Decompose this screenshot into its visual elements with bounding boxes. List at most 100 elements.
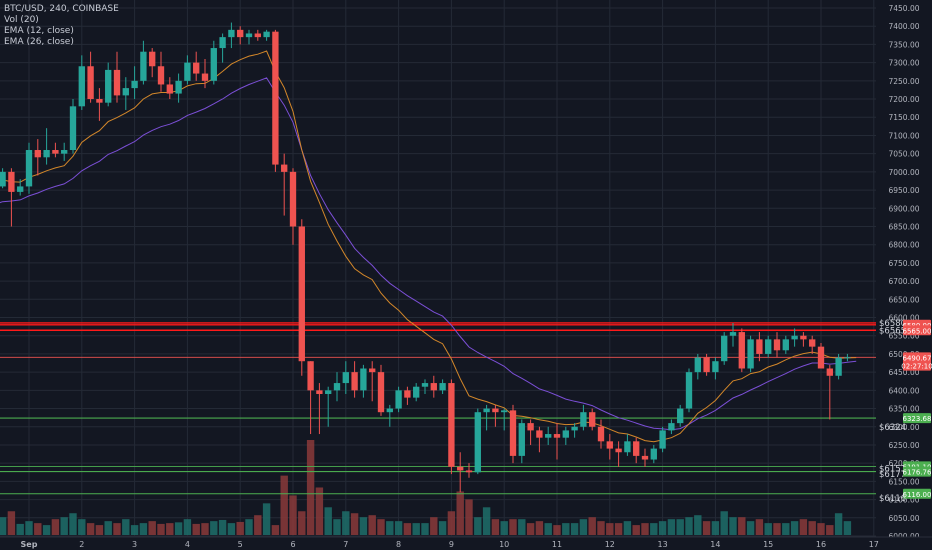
candle[interactable] xyxy=(703,353,710,376)
candle[interactable] xyxy=(17,179,24,196)
candle[interactable] xyxy=(430,375,437,398)
candle[interactable] xyxy=(677,404,684,427)
candle[interactable] xyxy=(413,383,420,402)
candle[interactable] xyxy=(545,426,552,445)
time-axis[interactable]: 31Sep234567891011121314151617 xyxy=(0,536,932,550)
candle[interactable] xyxy=(633,437,640,464)
candle[interactable] xyxy=(659,426,666,453)
candle[interactable] xyxy=(333,372,341,402)
candle[interactable] xyxy=(281,153,288,216)
candle[interactable] xyxy=(272,29,279,172)
candle[interactable] xyxy=(69,99,77,154)
candle[interactable] xyxy=(113,51,121,103)
candle[interactable] xyxy=(316,383,323,435)
candle[interactable] xyxy=(404,386,411,405)
candle[interactable] xyxy=(325,386,332,427)
candle[interactable] xyxy=(342,361,349,394)
candle[interactable] xyxy=(386,404,393,427)
candle[interactable] xyxy=(624,434,631,456)
candle[interactable] xyxy=(465,463,473,478)
candle[interactable] xyxy=(835,353,842,380)
candle[interactable] xyxy=(263,29,270,41)
candle[interactable] xyxy=(122,77,129,110)
candle[interactable] xyxy=(712,357,719,380)
candle[interactable] xyxy=(298,219,305,376)
candle[interactable] xyxy=(580,404,587,431)
candle[interactable] xyxy=(562,426,569,445)
candle[interactable] xyxy=(756,332,763,362)
candle[interactable] xyxy=(140,40,147,85)
candle[interactable] xyxy=(78,55,85,110)
candle[interactable] xyxy=(553,423,561,460)
candle[interactable] xyxy=(201,58,209,89)
candle[interactable] xyxy=(474,408,481,475)
candle[interactable] xyxy=(157,51,165,92)
candle[interactable] xyxy=(8,168,15,227)
candle[interactable] xyxy=(817,343,825,369)
candle[interactable] xyxy=(254,29,261,41)
candle[interactable] xyxy=(483,404,490,431)
candle[interactable] xyxy=(307,361,314,435)
candle[interactable] xyxy=(747,335,754,373)
candle[interactable] xyxy=(668,419,675,435)
legend-ema-slow[interactable]: EMA (26, close) xyxy=(4,37,74,47)
candle[interactable] xyxy=(166,77,173,100)
candle[interactable] xyxy=(641,448,649,467)
candle[interactable] xyxy=(800,332,807,347)
candle[interactable] xyxy=(237,26,244,45)
candle[interactable] xyxy=(606,434,613,460)
candle[interactable] xyxy=(765,335,772,358)
candle[interactable] xyxy=(0,168,6,189)
candle[interactable] xyxy=(509,404,517,464)
candle[interactable] xyxy=(826,364,833,420)
candle[interactable] xyxy=(149,48,156,78)
candle[interactable] xyxy=(439,379,446,394)
candle[interactable] xyxy=(615,441,622,467)
candle[interactable] xyxy=(289,168,297,245)
candle[interactable] xyxy=(492,404,499,427)
candle[interactable] xyxy=(694,353,701,380)
candle[interactable] xyxy=(360,364,367,398)
candle[interactable] xyxy=(96,88,103,121)
candle[interactable] xyxy=(773,332,781,358)
candle[interactable] xyxy=(597,419,605,449)
candle[interactable] xyxy=(721,332,728,365)
candle[interactable] xyxy=(210,40,217,85)
candle[interactable] xyxy=(421,379,429,394)
candle[interactable] xyxy=(729,322,737,347)
candle[interactable] xyxy=(351,361,358,398)
candle[interactable] xyxy=(43,128,50,165)
candle[interactable] xyxy=(589,408,596,431)
candle[interactable] xyxy=(501,408,508,431)
candle[interactable] xyxy=(536,426,543,453)
candle[interactable] xyxy=(809,335,816,354)
candle[interactable] xyxy=(87,51,94,103)
candle[interactable] xyxy=(395,386,402,413)
candle[interactable] xyxy=(228,22,235,49)
candle[interactable] xyxy=(61,142,68,161)
candle[interactable] xyxy=(571,423,578,438)
candle[interactable] xyxy=(738,328,745,373)
candle[interactable] xyxy=(52,142,59,158)
candle[interactable] xyxy=(685,368,693,413)
legend-ema-fast[interactable]: EMA (12, close) xyxy=(4,26,74,36)
candle[interactable] xyxy=(369,361,376,402)
candle[interactable] xyxy=(377,364,385,416)
candle[interactable] xyxy=(105,62,112,107)
candle[interactable] xyxy=(650,444,657,464)
candle[interactable] xyxy=(457,452,464,493)
candle[interactable] xyxy=(193,51,200,81)
legend-volume[interactable]: Vol (20) xyxy=(4,15,39,25)
candle[interactable] xyxy=(791,328,798,347)
candle[interactable] xyxy=(34,139,41,176)
candle[interactable] xyxy=(245,29,253,45)
legend-symbol[interactable]: BTC/USD, 240, COINBASE xyxy=(4,4,119,14)
candle[interactable] xyxy=(782,335,789,354)
candle[interactable] xyxy=(518,419,525,464)
candle[interactable] xyxy=(219,33,226,63)
price-axis[interactable]: 6000.006050.006100.006150.006200.006250.… xyxy=(876,0,932,550)
candle[interactable] xyxy=(184,55,191,85)
candle[interactable] xyxy=(25,142,33,194)
candle[interactable] xyxy=(527,419,534,445)
